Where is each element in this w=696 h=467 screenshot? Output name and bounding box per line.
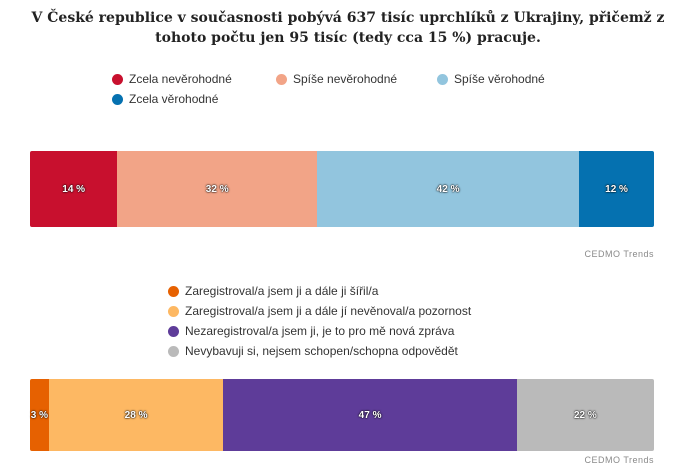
bar-segment[interactable]: 47 % [223,379,517,451]
stacked-bar-credibility: 14 % 32 % 42 % 12 % [30,151,654,227]
legend-label: Nevybavuji si, nejsem schopen/schopna od… [185,344,458,358]
legend-item[interactable]: Zcela nevěrohodné [112,72,232,86]
bar-value-label: 47 % [358,409,382,421]
bar-segment[interactable]: 28 % [48,379,224,451]
bar-segment[interactable]: 22 % [516,379,654,451]
legend-item[interactable]: Nevybavuji si, nejsem schopen/schopna od… [168,344,458,358]
legend-swatch [276,73,287,85]
legend-item[interactable]: Spíše nevěrohodné [276,72,397,86]
legend-label: Zaregistroval/a jsem ji a dále jí nevěno… [185,304,472,318]
bar-value-label: 32 % [205,183,229,195]
legend-swatch [112,73,123,85]
title-line-1: V České republice v současnosti pobývá 6… [31,10,665,26]
legend-label: Spíše nevěrohodné [293,72,398,86]
legend-swatch [437,73,448,85]
bar-segment[interactable]: 3 % [30,379,49,451]
bar-value-label: 14 % [62,183,86,195]
legend-label: Zcela věrohodné [129,92,219,106]
bar-segment[interactable]: 14 % [30,151,118,227]
legend-label: Nezaregistroval/a jsem ji, je to pro mě … [185,324,455,338]
bar-value-label: 28 % [124,409,148,421]
legend-swatch [168,345,179,357]
legend-item[interactable]: Zaregistroval/a jsem ji a dále ji šířil/… [168,284,378,298]
legend-label: Zaregistroval/a jsem ji a dále ji šířil/… [185,284,379,298]
legend-item[interactable]: Zaregistroval/a jsem ji a dále jí nevěno… [168,304,471,318]
legend-label: Zcela nevěrohodné [129,72,232,86]
source-credit: CEDMO Trends [584,455,654,465]
legend-swatch [168,285,179,297]
legend-item[interactable]: Nezaregistroval/a jsem ji, je to pro mě … [168,324,454,338]
legend-label: Spíše věrohodné [454,72,545,86]
legend-swatch [168,305,179,317]
bar-value-label: 22 % [573,409,597,421]
bar-value-label: 3 % [30,409,48,421]
bar-segment[interactable]: 12 % [579,151,654,227]
legend-swatch [168,325,179,337]
bar-segment[interactable]: 42 % [317,151,580,227]
legend-item[interactable]: Spíše věrohodné [437,72,545,86]
source-credit: CEDMO Trends [584,249,654,259]
bar-segment[interactable]: 32 % [117,151,318,227]
title-line-2: tohoto počtu jen 95 tisíc (tedy cca 15 %… [155,30,541,46]
stacked-bar-awareness: 3 % 28 % 47 % 22 % [30,379,654,451]
bar-value-label: 42 % [436,183,460,195]
bar-value-label: 12 % [605,183,628,195]
legend-swatch [112,93,123,105]
chart-title: V České republice v současnosti pobývá 6… [0,8,696,48]
legend-item[interactable]: Zcela věrohodné [112,92,218,106]
